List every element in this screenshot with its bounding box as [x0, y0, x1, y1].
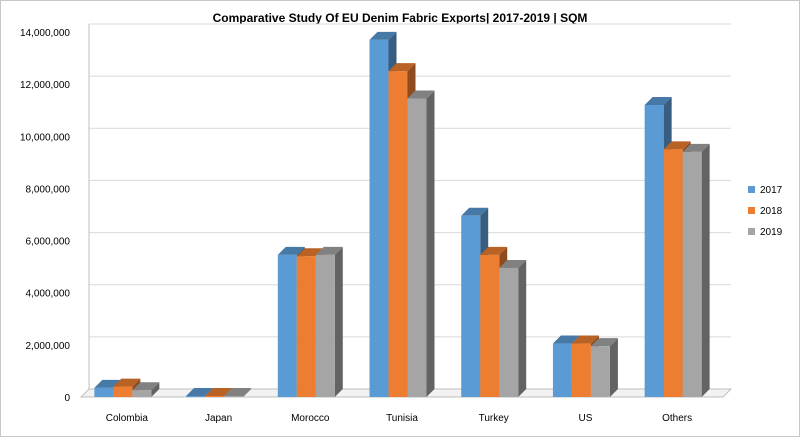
- legend-label-2017: 2017: [760, 185, 783, 196]
- bar-side: [426, 90, 435, 397]
- x-tick-label: Turkey: [479, 413, 509, 424]
- bar-2019-japan: [224, 395, 244, 397]
- bar-side: [701, 143, 710, 397]
- bar-top: [590, 338, 618, 347]
- bar-2018-colombia: [113, 386, 133, 397]
- bar-top: [205, 387, 233, 396]
- chart-title: Comparative Study Of EU Denim Fabric Exp…: [212, 11, 588, 25]
- y-tick-label: 0: [64, 393, 70, 404]
- bar-2017-morocco: [277, 254, 297, 397]
- legend-swatch-2017: [748, 186, 755, 193]
- bar-side: [151, 382, 160, 397]
- y-tick-label: 6,000,000: [26, 237, 71, 248]
- bar-top: [186, 387, 214, 396]
- bar-2018-us: [571, 343, 591, 397]
- bar-2019-us: [590, 346, 610, 397]
- bar-top: [552, 335, 580, 344]
- bar-top: [132, 382, 160, 391]
- legend-label-2018: 2018: [760, 206, 783, 217]
- y-tick-label: 8,000,000: [26, 184, 71, 195]
- bar-2019-colombia: [132, 390, 152, 397]
- legend-swatch-2018: [748, 207, 755, 214]
- bar-2018-others: [663, 149, 683, 397]
- bar-top: [113, 378, 141, 387]
- bar-2018-tunisia: [388, 71, 408, 397]
- bar-2019-others: [682, 151, 702, 397]
- bar-top: [277, 246, 305, 255]
- bar-2017-others: [644, 105, 664, 397]
- bar-2017-turkey: [461, 215, 481, 397]
- bar-side: [518, 259, 527, 397]
- bar-top: [407, 90, 435, 99]
- bar-side: [609, 338, 618, 397]
- bar-top: [663, 141, 691, 150]
- bar-top: [682, 143, 710, 152]
- y-tick-label: 12,000,000: [20, 80, 70, 91]
- y-tick-label: 10,000,000: [20, 132, 70, 143]
- bar-top: [388, 63, 416, 72]
- bar-side: [243, 387, 252, 397]
- bar-top: [461, 207, 489, 216]
- x-tick-label: US: [578, 413, 592, 424]
- bar-top: [315, 246, 343, 255]
- bar-2017-colombia: [94, 387, 114, 397]
- bar-side: [334, 246, 343, 397]
- bar-2017-tunisia: [369, 39, 389, 397]
- y-tick-label: 2,000,000: [26, 341, 71, 352]
- bar-2017-us: [552, 343, 572, 397]
- x-tick-label: Morocco: [291, 413, 330, 424]
- bar-2018-morocco: [296, 256, 316, 397]
- x-tick-label: Tunisia: [386, 413, 418, 424]
- bar-top: [224, 387, 252, 396]
- bar-2018-japan: [205, 395, 225, 397]
- bar-2019-morocco: [315, 254, 335, 397]
- bar-2018-turkey: [480, 254, 500, 397]
- legend-label-2019: 2019: [760, 227, 783, 238]
- bar-top: [644, 97, 672, 105]
- bar-2019-tunisia: [407, 98, 427, 397]
- bar-top: [369, 31, 397, 40]
- bar-2017-japan: [186, 395, 206, 397]
- y-tick-label: 14,000,000: [20, 28, 70, 39]
- x-tick-label: Colombia: [106, 413, 149, 424]
- bar-2019-turkey: [499, 267, 519, 397]
- bar-top: [480, 246, 508, 255]
- x-tick-label: Others: [662, 413, 692, 424]
- x-tick-label: Japan: [205, 413, 232, 424]
- bar-top: [499, 259, 527, 268]
- legend-swatch-2019: [748, 228, 755, 235]
- y-tick-label: 4,000,000: [26, 289, 71, 300]
- bar-top: [571, 335, 599, 344]
